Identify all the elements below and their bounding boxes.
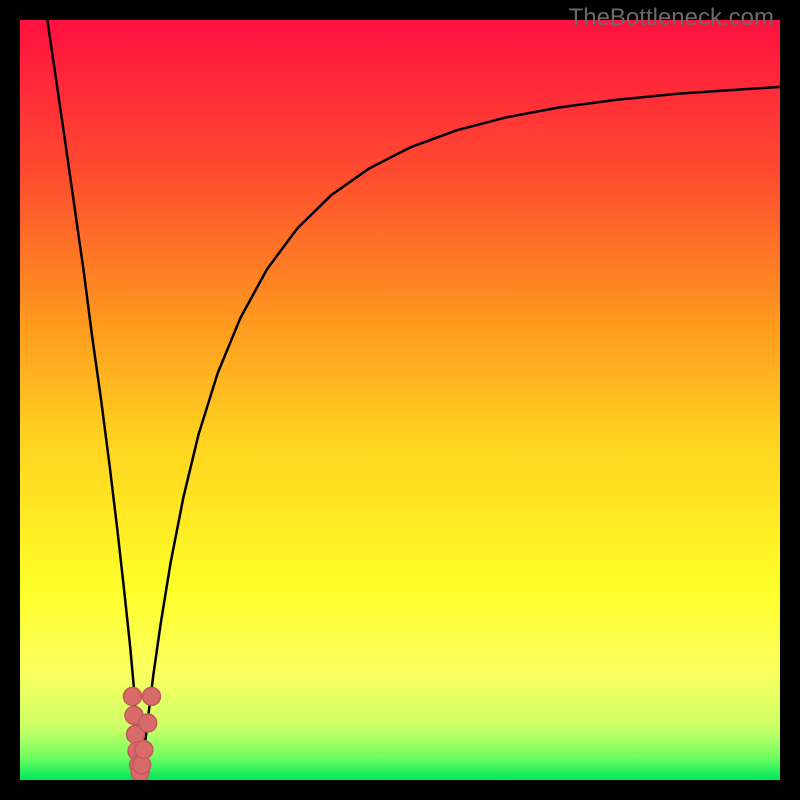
chart-frame: TheBottleneck.com [0,0,800,800]
chart-background-gradient [20,20,780,780]
data-marker [123,687,141,705]
data-marker [135,741,153,759]
watermark-text: TheBottleneck.com [569,4,774,32]
data-marker [139,714,157,732]
data-marker [142,687,160,705]
bottleneck-chart [0,0,800,800]
